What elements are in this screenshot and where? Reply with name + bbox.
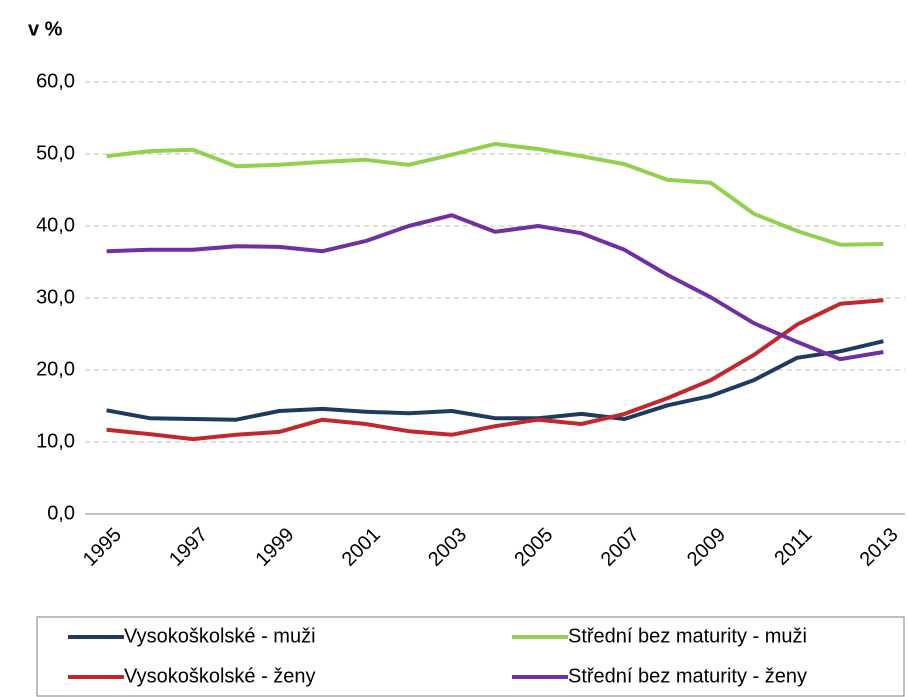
x-tick-label: 2005	[510, 524, 557, 571]
legend-label: Střední bez maturity - ženy	[568, 665, 807, 687]
x-tick-label: 1999	[251, 524, 298, 571]
line-series	[106, 213, 884, 362]
legend-label: Vysokoškolské - muži	[124, 625, 316, 647]
y-tick-label: 50,0	[36, 142, 75, 164]
x-tick-label: 1995	[79, 524, 126, 571]
x-tick-label: 2009	[683, 524, 730, 571]
legend-label: Vysokoškolské - ženy	[124, 665, 316, 687]
line-series	[106, 298, 884, 442]
y-tick-label: 20,0	[36, 358, 75, 380]
y-tick-label: 40,0	[36, 214, 75, 236]
x-tick-label: 2001	[338, 524, 385, 571]
legend-box	[36, 616, 905, 697]
x-tick-label: 2007	[597, 524, 644, 571]
line-series	[106, 141, 884, 247]
x-tick-label: 2013	[856, 524, 903, 571]
x-tick-label: 2003	[424, 524, 471, 571]
legend-label: Střední bez maturity - muži	[568, 625, 807, 647]
line-series	[106, 339, 884, 422]
x-tick-label: 1997	[165, 524, 212, 571]
y-tick-label: 30,0	[36, 286, 75, 308]
y-tick-label: 0,0	[47, 502, 75, 524]
x-tick-label: 2011	[770, 524, 816, 570]
y-axis-label: v %	[28, 18, 63, 40]
y-tick-label: 10,0	[36, 430, 75, 452]
y-tick-label: 60,0	[36, 70, 75, 92]
